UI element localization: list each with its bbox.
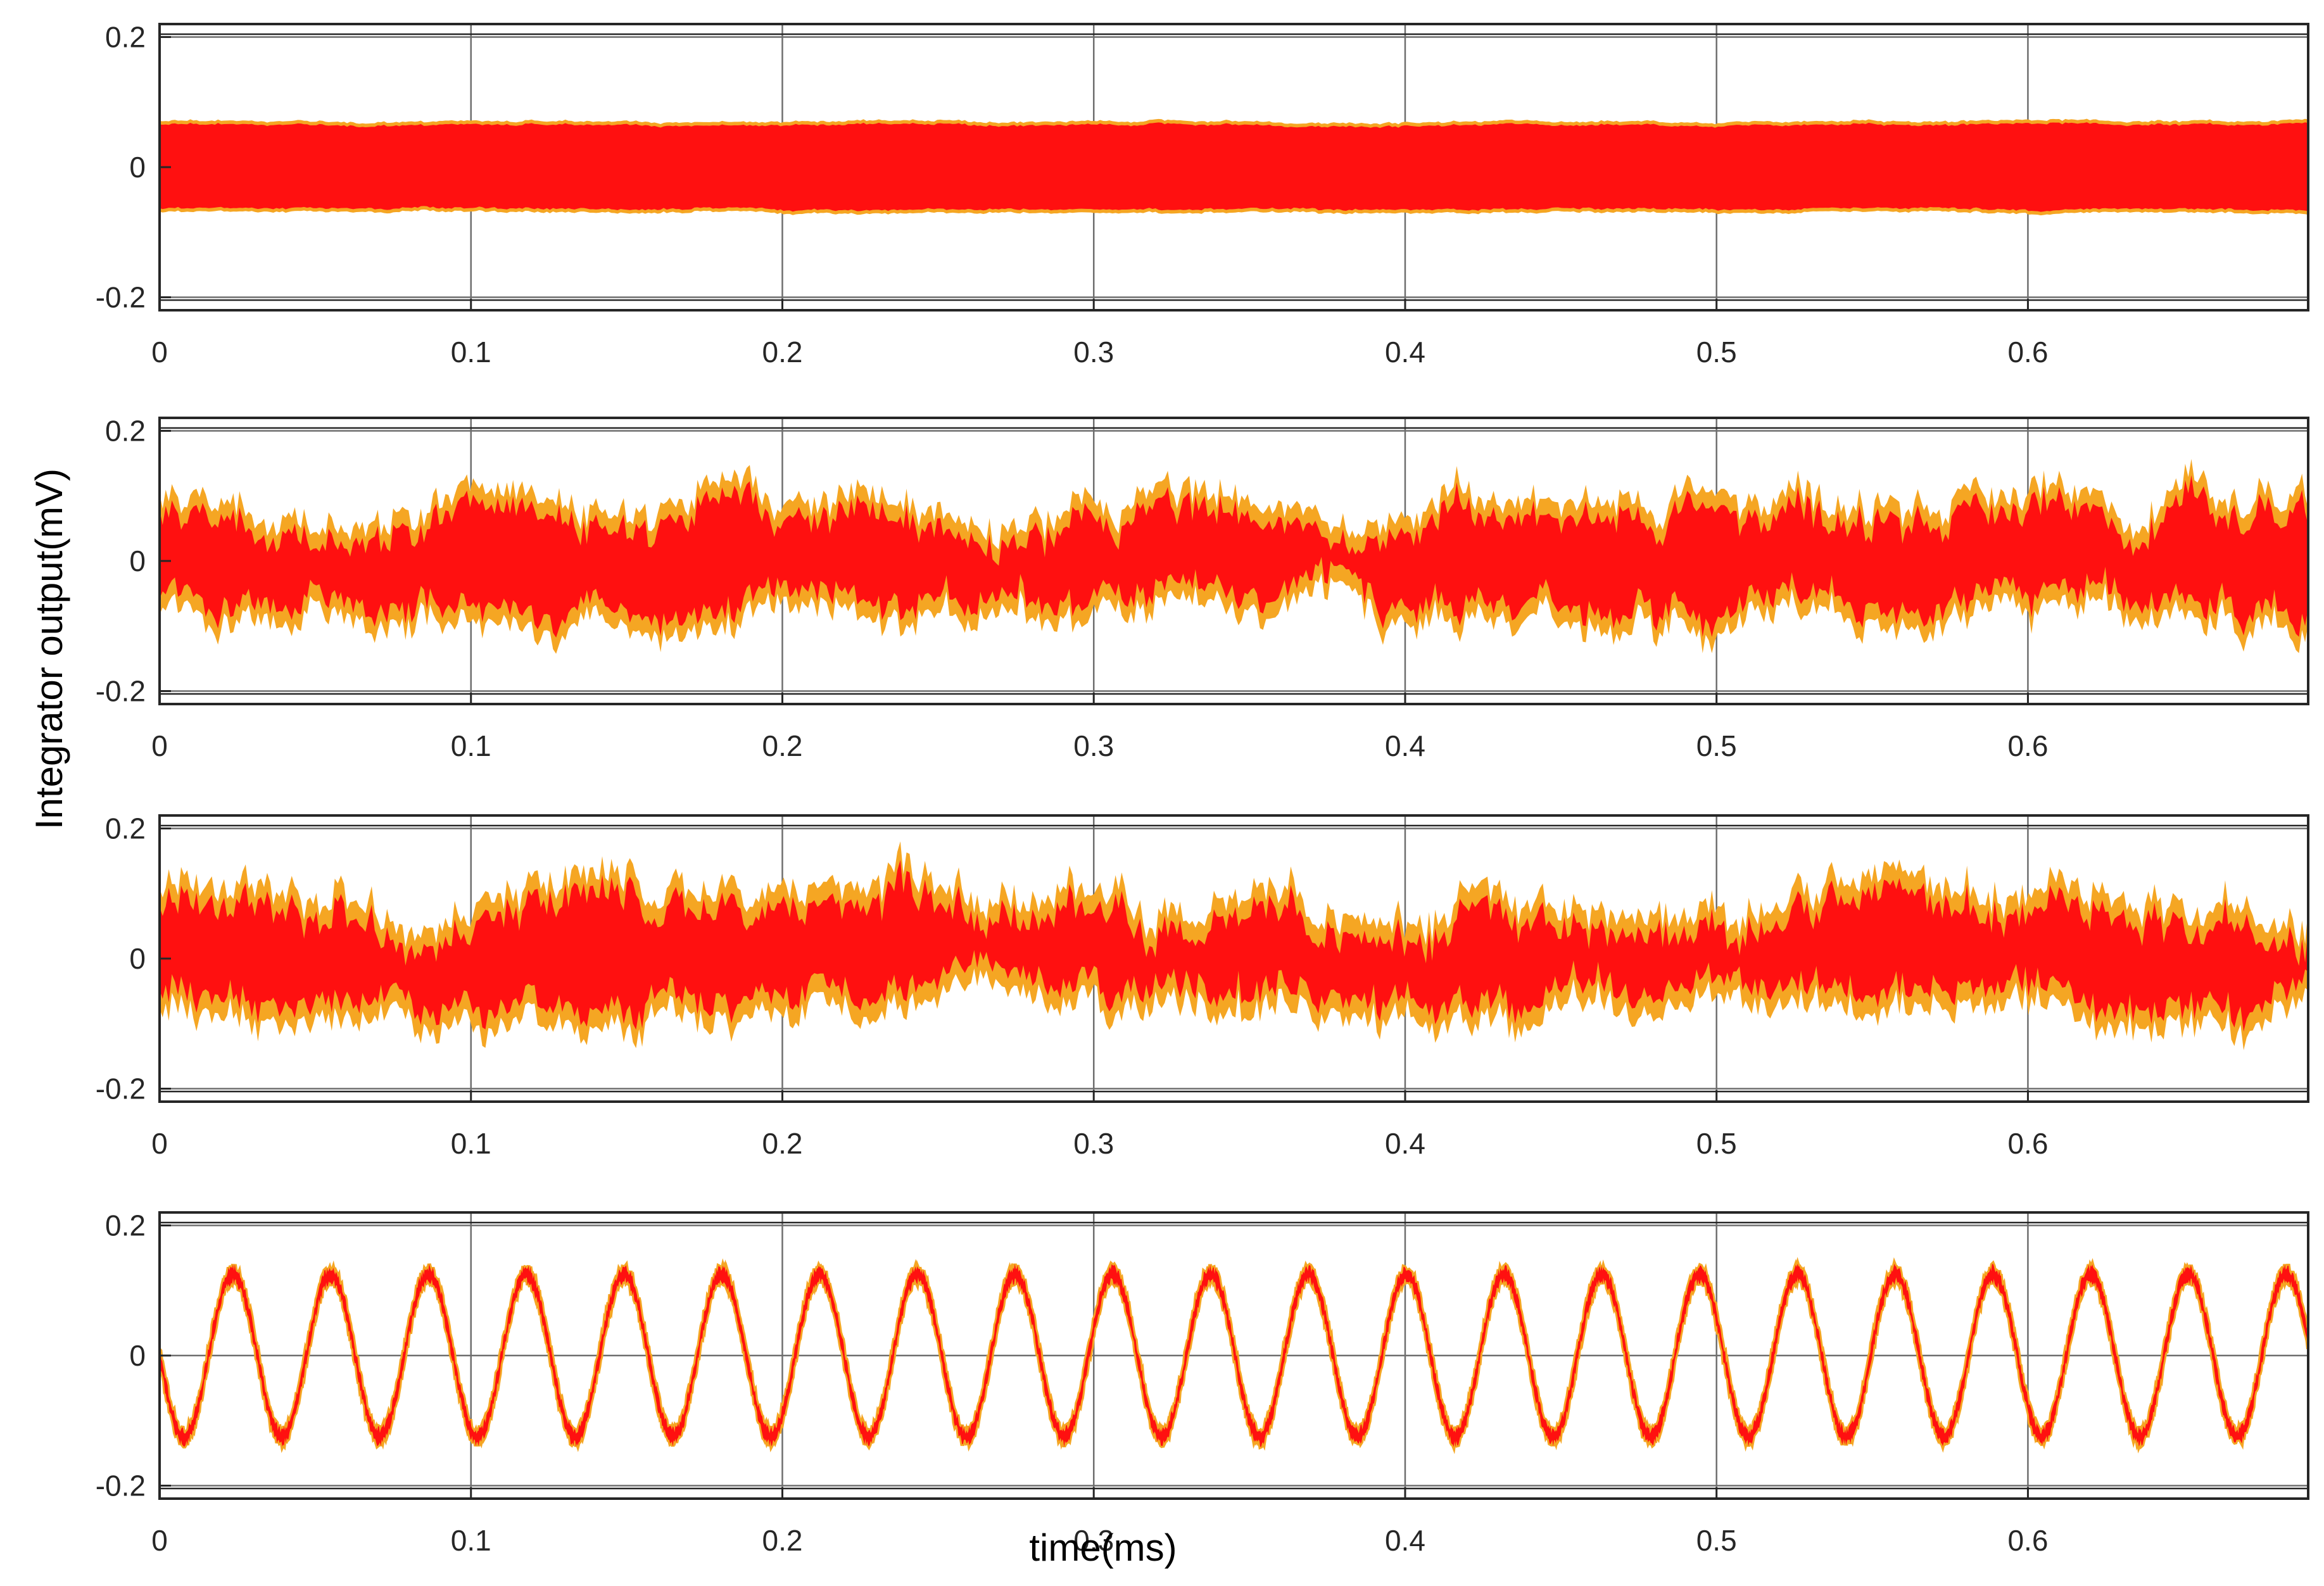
series-trace (160, 118, 2308, 216)
y-tick-label: 0.2 (105, 21, 146, 54)
x-tick-label: 0.3 (1073, 1524, 1114, 1557)
x-tick-label: 0.2 (762, 336, 803, 368)
x-tick-label: 0.6 (2007, 336, 2048, 368)
y-tick-label: 0 (129, 151, 146, 184)
y-tick-label: 0.2 (105, 415, 146, 448)
y-tick-label: 0 (129, 942, 146, 975)
y-tick-label: -0.2 (96, 280, 146, 313)
y-tick-label: 0 (129, 1339, 146, 1372)
series-trace (160, 841, 2308, 1050)
x-tick-label: 0 (151, 729, 168, 762)
x-tick-label: 0.5 (1696, 729, 1737, 762)
series-trace (160, 458, 2308, 654)
series-envelope (160, 122, 2308, 212)
x-tick-label: 0.2 (762, 1524, 803, 1557)
x-tick-label: 0.1 (451, 336, 491, 368)
x-tick-label: 0.6 (2007, 729, 2048, 762)
x-tick-label: 0.4 (1385, 1127, 1425, 1160)
panel-3: 0 0.1 0.2 0.3 0.4 0.5 0.60.20-0.2 (96, 812, 2309, 1160)
panel-2: 0 0.1 0.2 0.3 0.4 0.5 0.60.20-0.2 (96, 415, 2309, 762)
y-tick-label: 0.2 (105, 1209, 146, 1242)
y-tick-label: -0.2 (96, 1469, 146, 1502)
x-tick-label: 0.4 (1385, 336, 1425, 368)
x-tick-label: 0 (151, 1127, 168, 1160)
x-tick-label: 0.5 (1696, 1524, 1737, 1557)
x-tick-label: 0.4 (1385, 1524, 1425, 1557)
x-tick-label: 0.3 (1073, 729, 1114, 762)
x-tick-label: 0.1 (451, 1524, 491, 1557)
x-tick-label: 0.4 (1385, 729, 1425, 762)
x-tick-label: 0.5 (1696, 336, 1737, 368)
series-envelope (160, 475, 2308, 638)
x-tick-label: 0.3 (1073, 1127, 1114, 1160)
x-tick-label: 0.5 (1696, 1127, 1737, 1160)
series-envelope (160, 860, 2308, 1032)
x-tick-label: 0.2 (762, 729, 803, 762)
x-tick-label: 0.1 (451, 1127, 491, 1160)
x-tick-label: 0.6 (2007, 1127, 2048, 1160)
x-tick-label: 0 (151, 1524, 168, 1557)
panels: 0 0.1 0.2 0.3 0.4 0.5 0.60.20-0.20 0.1 0.2 0.3 0.4… (96, 21, 2309, 1557)
x-tick-label: 0 (151, 336, 168, 368)
y-tick-label: -0.2 (96, 674, 146, 707)
y-tick-label: 0 (129, 544, 146, 577)
y-axis-label: Integrator output(mV) (28, 469, 70, 829)
y-tick-label: -0.2 (96, 1072, 146, 1105)
panel-4: 0 0.1 0.2 0.3 0.4 0.5 0.60.20-0.2 (96, 1209, 2309, 1557)
series-band (160, 1263, 2308, 1447)
x-tick-label: 0.1 (451, 729, 491, 762)
x-tick-label: 0.3 (1073, 336, 1114, 368)
x-tick-label: 0.2 (762, 1127, 803, 1160)
x-tick-label: 0.6 (2007, 1524, 2048, 1557)
y-tick-label: 0.2 (105, 812, 146, 845)
series-trace (160, 1257, 2308, 1454)
x-axis-label: time(ms) (1029, 1526, 1177, 1569)
panel-1: 0 0.1 0.2 0.3 0.4 0.5 0.60.20-0.2 (96, 21, 2309, 368)
